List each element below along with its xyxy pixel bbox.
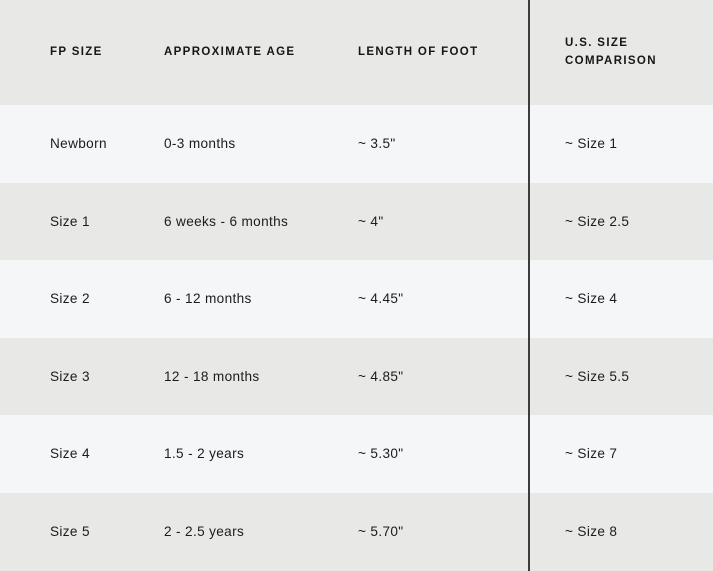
cell-us-size-comparison: ~ Size 4 — [528, 260, 713, 338]
cell-us-size-comparison: ~ Size 8 — [528, 493, 713, 571]
cell-value: ~ 4" — [358, 213, 384, 229]
cell-value: 1.5 - 2 years — [164, 446, 245, 462]
cell-fp-size: Size 5 — [0, 493, 164, 571]
cell-length-of-foot: ~ 4" — [358, 183, 528, 261]
cell-value: ~ Size 5.5 — [565, 368, 630, 384]
cell-length-of-foot: ~ 5.70" — [358, 493, 528, 571]
cell-value: 2 - 2.5 years — [164, 523, 245, 539]
column-header-label: U.S. SIZE COMPARISON — [565, 36, 657, 67]
cell-value: Size 5 — [50, 523, 90, 539]
cell-fp-size: Size 2 — [0, 260, 164, 338]
cell-value: ~ Size 4 — [565, 291, 618, 307]
cell-value: 12 - 18 months — [164, 368, 260, 384]
table-row: Size 2 6 - 12 months ~ 4.45" ~ Size 4 — [0, 260, 713, 338]
cell-value: ~ 5.70" — [358, 523, 404, 539]
cell-value: 0-3 months — [164, 135, 236, 151]
cell-value: ~ Size 2.5 — [565, 213, 630, 229]
cell-value: ~ 3.5" — [358, 135, 396, 151]
cell-approximate-age: 6 - 12 months — [164, 260, 358, 338]
cell-fp-size: Newborn — [0, 105, 164, 183]
cell-value: ~ 5.30" — [358, 446, 404, 462]
cell-fp-size: Size 4 — [0, 415, 164, 493]
cell-length-of-foot: ~ 4.85" — [358, 338, 528, 416]
cell-approximate-age: 6 weeks - 6 months — [164, 183, 358, 261]
cell-approximate-age: 1.5 - 2 years — [164, 415, 358, 493]
cell-value: 6 weeks - 6 months — [164, 213, 289, 229]
cell-value: Size 3 — [50, 368, 90, 384]
cell-value: ~ Size 7 — [565, 446, 618, 462]
cell-approximate-age: 2 - 2.5 years — [164, 493, 358, 571]
cell-us-size-comparison: ~ Size 5.5 — [528, 338, 713, 416]
cell-value: ~ Size 8 — [565, 523, 618, 539]
cell-value: Newborn — [50, 135, 107, 151]
cell-value: ~ 4.45" — [358, 291, 404, 307]
cell-length-of-foot: ~ 5.30" — [358, 415, 528, 493]
column-header-us-size-comparison: U.S. SIZE COMPARISON — [528, 0, 713, 105]
cell-length-of-foot: ~ 4.45" — [358, 260, 528, 338]
cell-value: Size 2 — [50, 291, 90, 307]
cell-fp-size: Size 3 — [0, 338, 164, 416]
table-row: Size 4 1.5 - 2 years ~ 5.30" ~ Size 7 — [0, 415, 713, 493]
table-row: Size 3 12 - 18 months ~ 4.85" ~ Size 5.5 — [0, 337, 713, 416]
cell-us-size-comparison: ~ Size 2.5 — [528, 183, 713, 261]
column-header-fp-size: FP SIZE — [0, 0, 164, 105]
cell-value: ~ 4.85" — [358, 368, 404, 384]
column-divider — [528, 0, 530, 571]
column-header-label: APPROXIMATE AGE — [164, 45, 296, 58]
cell-value: Size 4 — [50, 446, 90, 462]
cell-fp-size: Size 1 — [0, 183, 164, 261]
cell-length-of-foot: ~ 3.5" — [358, 105, 528, 183]
cell-value: 6 - 12 months — [164, 291, 252, 307]
table-header-row: FP SIZE APPROXIMATE AGE LENGTH OF FOOT U… — [0, 0, 713, 105]
column-header-label: FP SIZE — [50, 45, 103, 58]
cell-value: ~ Size 1 — [565, 135, 618, 151]
column-header-label: LENGTH OF FOOT — [358, 45, 479, 58]
cell-approximate-age: 12 - 18 months — [164, 338, 358, 416]
table-row: Size 1 6 weeks - 6 months ~ 4" ~ Size 2.… — [0, 182, 713, 261]
cell-us-size-comparison: ~ Size 7 — [528, 415, 713, 493]
table-row: Newborn 0-3 months ~ 3.5" ~ Size 1 — [0, 105, 713, 183]
cell-value: Size 1 — [50, 213, 90, 229]
cell-approximate-age: 0-3 months — [164, 105, 358, 183]
table-row: Size 5 2 - 2.5 years ~ 5.70" ~ Size 8 — [0, 492, 713, 571]
column-header-approximate-age: APPROXIMATE AGE — [164, 0, 358, 105]
cell-us-size-comparison: ~ Size 1 — [528, 105, 713, 183]
column-header-length-of-foot: LENGTH OF FOOT — [358, 0, 528, 105]
